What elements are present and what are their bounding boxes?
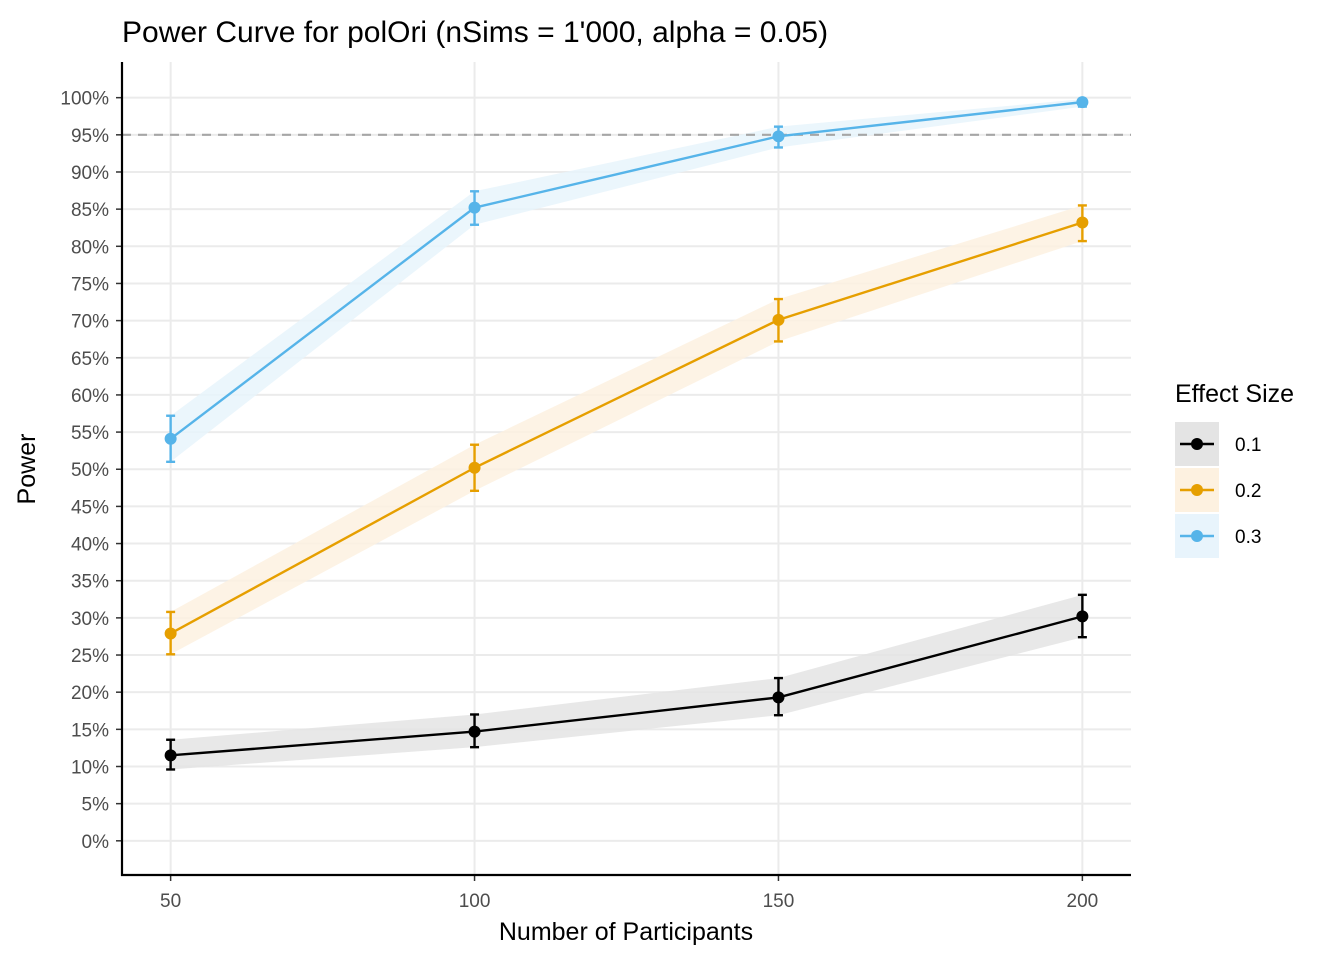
y-tick-label: 40% — [71, 535, 109, 556]
legend-key-point — [1191, 530, 1203, 542]
y-tick-label: 50% — [71, 460, 109, 481]
y-tick-label: 100% — [60, 89, 109, 110]
data-point — [772, 130, 785, 143]
axes-layer — [116, 62, 1131, 881]
y-tick-label: 70% — [71, 312, 109, 333]
y-tick-label: 25% — [71, 646, 109, 667]
y-tick-label: 5% — [82, 795, 110, 816]
y-tick-label: 0% — [82, 832, 110, 853]
data-point — [772, 313, 785, 326]
series-line-0.3 — [169, 100, 1083, 440]
data-point — [164, 627, 177, 640]
data-point — [164, 432, 177, 445]
legend: Effect Size 0.1 0.2 0.3 — [1175, 380, 1294, 558]
y-tick-label: 65% — [71, 349, 109, 370]
legend-items: 0.1 0.2 0.3 — [1175, 422, 1261, 558]
x-tick-label: 50 — [160, 891, 181, 912]
legend-item-0.3: 0.3 — [1175, 514, 1261, 558]
y-tick-label: 75% — [71, 274, 109, 295]
y-tick-label: 60% — [71, 386, 109, 407]
x-axis-title: Number of Participants — [499, 918, 753, 946]
chart-title: Power Curve for polOri (nSims = 1'000, a… — [122, 16, 828, 49]
y-axis-title: Power — [13, 434, 41, 505]
data-point — [468, 461, 481, 474]
y-tick-label: 30% — [71, 609, 109, 630]
y-tick-label: 55% — [71, 423, 109, 444]
y-tick-label: 35% — [71, 572, 109, 593]
ci-band-0.2 — [170, 205, 1083, 655]
ci-band-0.1 — [170, 594, 1083, 770]
x-tick-label: 200 — [1067, 891, 1099, 912]
y-tick-label: 15% — [71, 720, 109, 741]
data-point — [1076, 96, 1089, 109]
x-tick-label: 150 — [763, 891, 795, 912]
data-point — [468, 201, 481, 214]
series-lines — [169, 100, 1083, 757]
data-point — [772, 691, 785, 704]
y-tick-label: 10% — [71, 758, 109, 779]
legend-item-0.2: 0.2 — [1175, 468, 1261, 512]
x-tick-label: 100 — [459, 891, 491, 912]
data-points — [164, 96, 1089, 762]
data-point — [1076, 610, 1089, 623]
data-point — [468, 725, 481, 738]
tick-labels: 0% 5% 10% 15% 20% 25% 30% 35% 40% 45% 50% 55% 60% 65%… — [60, 89, 1098, 912]
legend-key-point — [1191, 484, 1203, 496]
y-tick-label: 95% — [71, 126, 109, 147]
legend-label: 0.2 — [1235, 481, 1261, 502]
legend-key-point — [1191, 438, 1203, 450]
data-point — [164, 749, 177, 762]
series-line-0.1 — [170, 615, 1083, 757]
data-point — [1076, 216, 1089, 229]
y-tick-label: 80% — [71, 237, 109, 258]
legend-label: 0.3 — [1235, 527, 1261, 548]
legend-item-0.1: 0.1 — [1175, 422, 1261, 466]
legend-title: Effect Size — [1175, 380, 1294, 408]
y-tick-label: 45% — [71, 497, 109, 518]
y-tick-label: 85% — [71, 200, 109, 221]
confidence-bands — [170, 99, 1083, 770]
y-tick-label: 90% — [71, 163, 109, 184]
legend-label: 0.1 — [1235, 435, 1261, 456]
y-tick-label: 20% — [71, 683, 109, 704]
series-line-0.2 — [170, 221, 1083, 635]
